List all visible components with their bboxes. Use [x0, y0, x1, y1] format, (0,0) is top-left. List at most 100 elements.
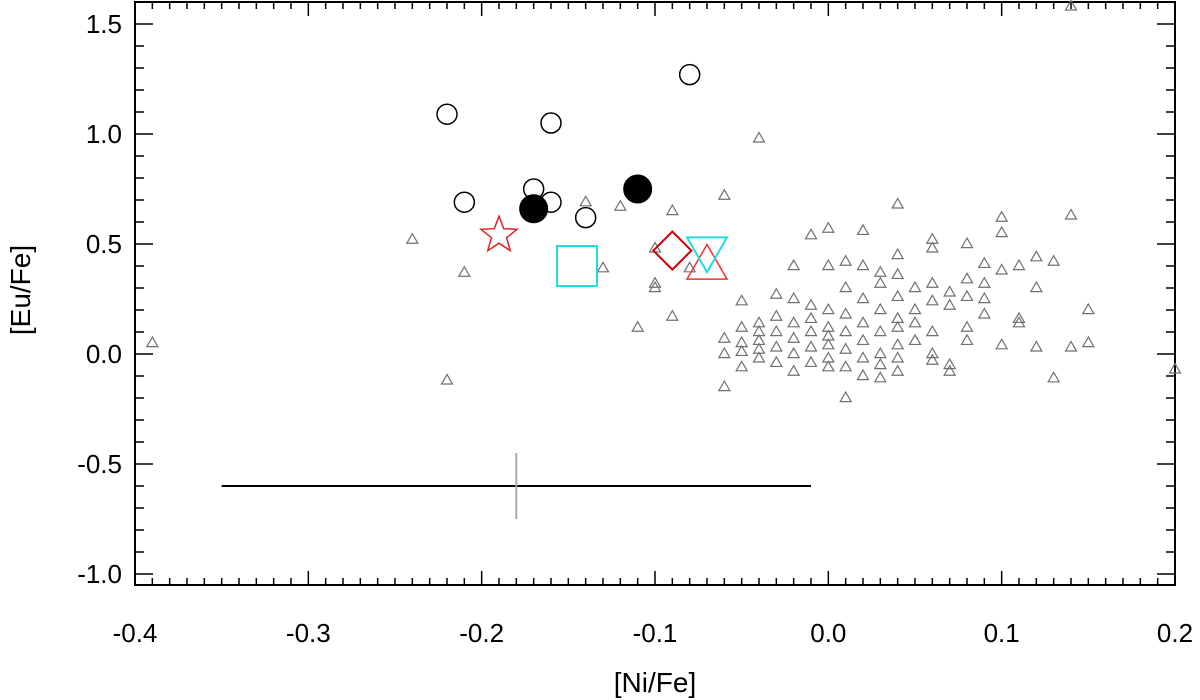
triangle-point [856, 291, 870, 304]
triangle-point [752, 131, 766, 143]
triangle-point [769, 287, 783, 299]
triangle-point [891, 197, 905, 209]
triangle-point [787, 316, 801, 328]
triangle-point [648, 280, 662, 293]
x-tick-label: -0.1 [633, 618, 678, 648]
triangle-point [145, 335, 159, 348]
triangle-point [613, 199, 627, 211]
triangle-point [665, 309, 679, 321]
triangle-point [839, 254, 853, 266]
triangle-point [839, 390, 853, 403]
triangle-point [440, 373, 454, 385]
triangle-point [717, 188, 731, 200]
triangle-point [787, 258, 801, 271]
triangle-point [1029, 340, 1043, 352]
triangle-point [804, 298, 818, 310]
triangle-point [925, 324, 939, 337]
triangle-point [769, 355, 783, 368]
triangle-point [1012, 311, 1026, 324]
triangle-point [631, 320, 645, 332]
y-tick-label: -0.5 [77, 449, 122, 479]
filled-circle-point [623, 174, 653, 204]
triangle-point [943, 357, 957, 370]
triangle-point [873, 346, 887, 359]
triangle-point [735, 344, 749, 357]
diamond-point [651, 230, 693, 272]
triangle-point [1012, 316, 1026, 328]
open-circle-point [678, 63, 701, 86]
open-circle-point [436, 103, 458, 125]
triangle-point [787, 291, 801, 304]
triangle-point [1168, 362, 1182, 374]
triangle-point [1029, 250, 1043, 262]
triangle-point [821, 258, 835, 271]
filled-circle-point [519, 194, 549, 224]
x-tick-label: -0.4 [113, 618, 158, 648]
triangle-point [769, 340, 783, 352]
triangle-point [1081, 335, 1095, 348]
triangle-point [943, 285, 957, 297]
triangle-point [943, 298, 957, 310]
triangle-point [1064, 208, 1078, 220]
triangle-point [735, 360, 749, 372]
star-point [478, 214, 520, 253]
triangle-point [683, 261, 697, 273]
triangle-point [752, 351, 766, 363]
triangle-point [804, 324, 818, 337]
triangle-point [891, 289, 905, 302]
triangle-point [960, 289, 974, 302]
triangle-point [908, 333, 922, 346]
triangle-point [1064, 0, 1078, 11]
triangle-point [856, 351, 870, 363]
triangle-point [856, 258, 870, 271]
triangle-point [1047, 371, 1061, 383]
triangle-point [804, 228, 818, 240]
triangle-point [839, 307, 853, 319]
x-axis-title: [Ni/Fe] [614, 667, 696, 698]
triangle-point [995, 225, 1009, 238]
y-tick-label: 0.5 [86, 229, 122, 259]
inverted-triangle-point [685, 236, 729, 275]
large-triangle-point [685, 243, 729, 280]
triangle-point [1012, 258, 1026, 271]
plot-frame [134, 1, 1176, 586]
triangle-point [960, 236, 974, 249]
triangle-point [804, 355, 818, 368]
triangle-point [891, 247, 905, 260]
triangle-point [717, 379, 731, 392]
triangle-point [925, 353, 939, 365]
triangle-point [995, 338, 1009, 350]
x-tick-label: 0.1 [984, 618, 1020, 648]
triangle-point [1064, 340, 1078, 352]
triangle-point [839, 360, 853, 372]
y-tick-label: -1.0 [77, 559, 122, 589]
triangle-point [908, 280, 922, 293]
triangle-point [891, 320, 905, 332]
triangle-point [579, 195, 593, 207]
triangle-point [977, 307, 991, 319]
triangle-point [821, 221, 835, 233]
triangle-point [821, 360, 835, 372]
triangle-point [405, 232, 419, 244]
triangle-point [873, 265, 887, 277]
x-tick-label: -0.2 [459, 618, 504, 648]
triangle-point [856, 223, 870, 236]
y-tick-label: 1.5 [86, 9, 122, 39]
triangle-point [856, 368, 870, 381]
triangle-point [925, 241, 939, 253]
triangle-point [769, 309, 783, 321]
triangle-point [665, 203, 679, 216]
triangle-point [891, 267, 905, 280]
triangle-point [995, 210, 1009, 222]
square-point [556, 245, 598, 287]
triangle-point [839, 342, 853, 354]
triangle-point [891, 364, 905, 376]
triangle-point [1047, 254, 1061, 266]
triangle-point [873, 276, 887, 288]
y-tick-label: 0.0 [86, 339, 122, 369]
axes: -0.4 -0.3 -0.2 -0.1 0.0 0.1 0.2 -1.0 -0.5 0.0 0.5 1… [77, 1, 1193, 648]
triangle-point [925, 276, 939, 288]
triangle-point [925, 346, 939, 359]
triangle-point [804, 340, 818, 352]
triangle-point [787, 364, 801, 376]
